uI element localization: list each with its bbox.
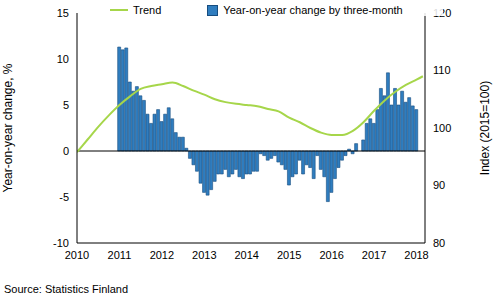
html-text:Year-on-year change by three-m: Year-on-year change by three-month [223, 4, 403, 16]
svg-text:10: 10 [57, 53, 69, 65]
svg-text:2018: 2018 [404, 249, 428, 261]
svg-text:-10: -10 [53, 237, 69, 249]
svg-text:2017: 2017 [362, 249, 386, 261]
svg-text:2011: 2011 [108, 249, 132, 261]
svg-text:2013: 2013 [192, 249, 216, 261]
html-text:Trend: Trend [133, 4, 162, 16]
svg-text:15: 15 [57, 7, 69, 19]
svg-text:2016: 2016 [319, 249, 343, 261]
svg-text:110: 110 [433, 64, 451, 76]
svg-text:90: 90 [433, 179, 445, 191]
svg-text:100: 100 [433, 122, 451, 134]
svg-text:Year-on-year change, %: Year-on-year change, % [1, 63, 15, 192]
svg-text:-5: -5 [59, 191, 69, 203]
html-text:Source: Statistics Finland: Source: Statistics Finland [4, 283, 129, 295]
svg-text:5: 5 [63, 99, 69, 111]
svg-text:2014: 2014 [235, 249, 259, 261]
svg-text:Index (2015=100): Index (2015=100) [478, 81, 492, 175]
svg-text:2010: 2010 [65, 249, 89, 261]
svg-text:80: 80 [433, 237, 445, 249]
svg-text:2015: 2015 [277, 249, 301, 261]
svg-text:0: 0 [63, 145, 69, 157]
svg-text:2012: 2012 [150, 249, 174, 261]
